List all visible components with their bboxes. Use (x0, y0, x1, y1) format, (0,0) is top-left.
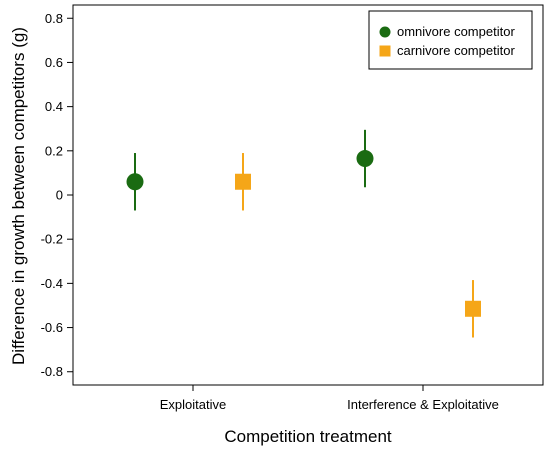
y-tick-label: 0 (56, 188, 63, 203)
data-point (356, 150, 374, 168)
data-point (126, 173, 144, 191)
x-axis-ticks: Exploitative Interference & Exploitative (160, 385, 499, 412)
y-tick-label: -0.4 (41, 276, 63, 291)
legend-carnivore-marker (379, 45, 391, 57)
y-tick-label: -0.2 (41, 232, 63, 247)
legend-carnivore-label: carnivore competitor (397, 43, 515, 58)
legend-box (368, 10, 533, 70)
y-axis-title: Difference in growth between competitors… (9, 27, 28, 365)
data-point (235, 173, 251, 190)
y-tick-label: 0.2 (45, 143, 63, 158)
y-axis-ticks: 0.8 0.6 0.4 0.2 0 -0.2 -0.4 -0.6 -0.8 (41, 11, 73, 379)
legend: omnivore competitor carnivore competitor (368, 10, 533, 70)
data-marks (126, 129, 481, 338)
data-point (465, 300, 481, 317)
x-tick-label: Interference & Exploitative (347, 397, 499, 412)
y-tick-label: -0.8 (41, 364, 63, 379)
legend-omnivore-label: omnivore competitor (397, 24, 515, 39)
x-tick-label: Exploitative (160, 397, 226, 412)
legend-omnivore-marker (379, 26, 391, 38)
y-tick-label: -0.6 (41, 320, 63, 335)
x-axis-title: Competition treatment (224, 427, 392, 446)
y-tick-label: 0.4 (45, 99, 63, 114)
y-tick-label: 0.8 (45, 11, 63, 26)
y-tick-label: 0.6 (45, 55, 63, 70)
